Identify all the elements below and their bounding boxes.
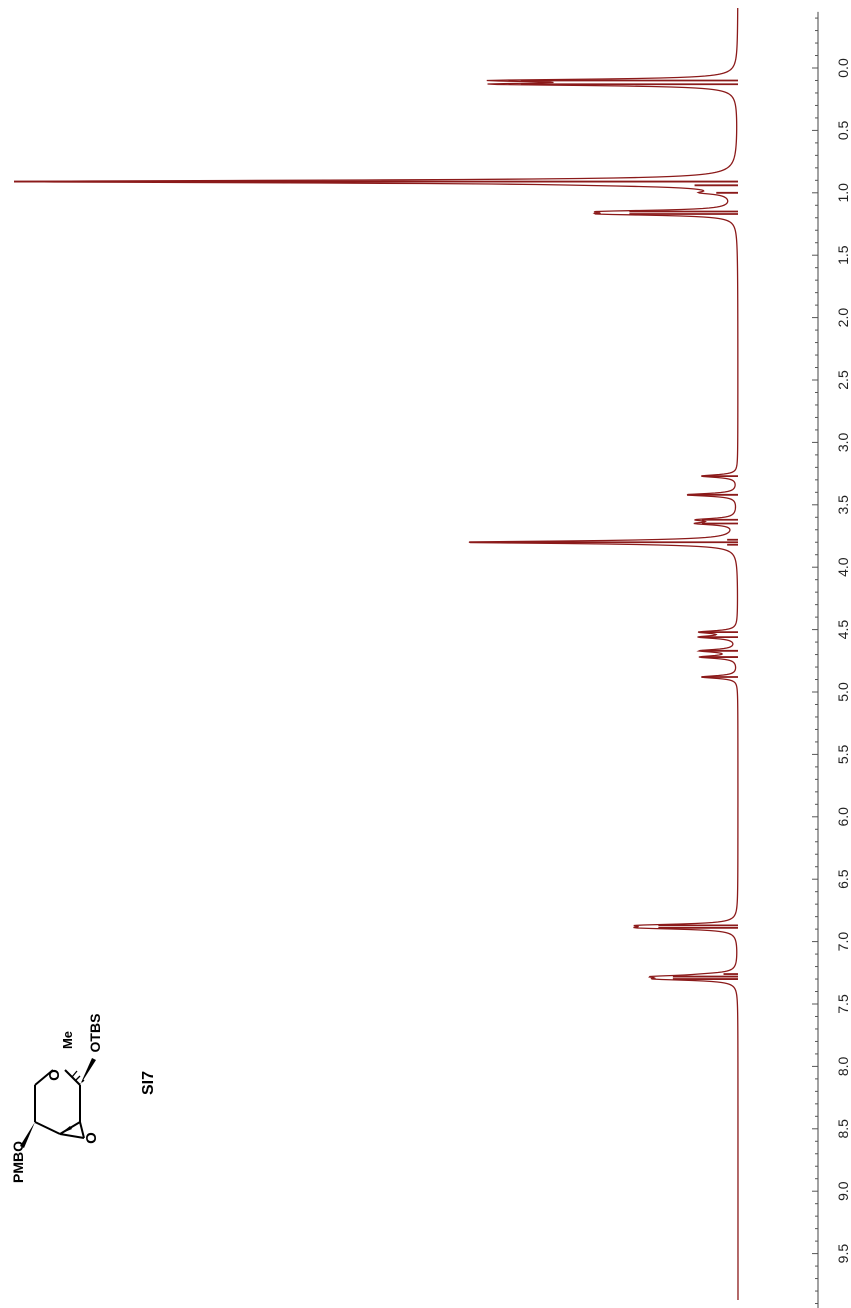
tick-label: 8.5	[835, 1119, 851, 1139]
tick-label: 7.0	[835, 932, 851, 952]
tick-label: 9.0	[835, 1181, 851, 1201]
hash-bond	[71, 1070, 78, 1078]
tick-label: 2.0	[835, 308, 851, 328]
ring-oxygen-label: O	[46, 1069, 63, 1081]
tick-label: 0.5	[835, 120, 851, 140]
methyl-label: Me	[60, 1031, 75, 1049]
bond	[79, 1121, 85, 1139]
hash-bond	[81, 1079, 85, 1083]
hash-bond	[75, 1075, 81, 1081]
tick-label: 8.0	[835, 1056, 851, 1076]
tick-label: 7.5	[835, 994, 851, 1014]
tick-label: 1.5	[835, 245, 851, 265]
tick-label: 3.5	[835, 495, 851, 515]
tick-label: 4.5	[835, 620, 851, 640]
tick-label: 4.0	[835, 557, 851, 577]
tick-label: 2.5	[835, 370, 851, 390]
tick-label: 0.0	[835, 58, 851, 78]
molecule-structure: O Me OTBS PMBO O SI7	[10, 1014, 157, 1183]
spectrum-trace	[13, 8, 739, 1300]
spectrum-line	[13, 8, 739, 1300]
tick-label: 6.0	[835, 807, 851, 827]
compound-label: SI7	[140, 1071, 157, 1095]
wedge-bond	[20, 1122, 35, 1148]
tick-label: 5.5	[835, 744, 851, 764]
bond	[34, 1069, 54, 1086]
otbs-label: OTBS	[87, 1014, 103, 1053]
tick-label: 5.0	[835, 682, 851, 702]
tick-label: 6.5	[835, 869, 851, 889]
bond	[59, 1133, 85, 1139]
tick-label: 3.0	[835, 432, 851, 452]
epoxide-oxygen-label: O	[83, 1132, 100, 1144]
bond	[64, 1069, 81, 1086]
tick-label: 1.0	[835, 183, 851, 203]
tick-label: 9.5	[835, 1244, 851, 1264]
wedge-bond	[80, 1058, 96, 1085]
wedge-bond	[60, 1126, 72, 1134]
ppm-axis: 0.0 0.5 1.0 1.5 2.0 2.5 3.0 3.5 4.0 4.5 5.0 5.5 6.0 6…	[812, 11, 851, 1308]
pmbo-label: PMBO	[10, 1141, 26, 1183]
bond	[34, 1121, 61, 1135]
